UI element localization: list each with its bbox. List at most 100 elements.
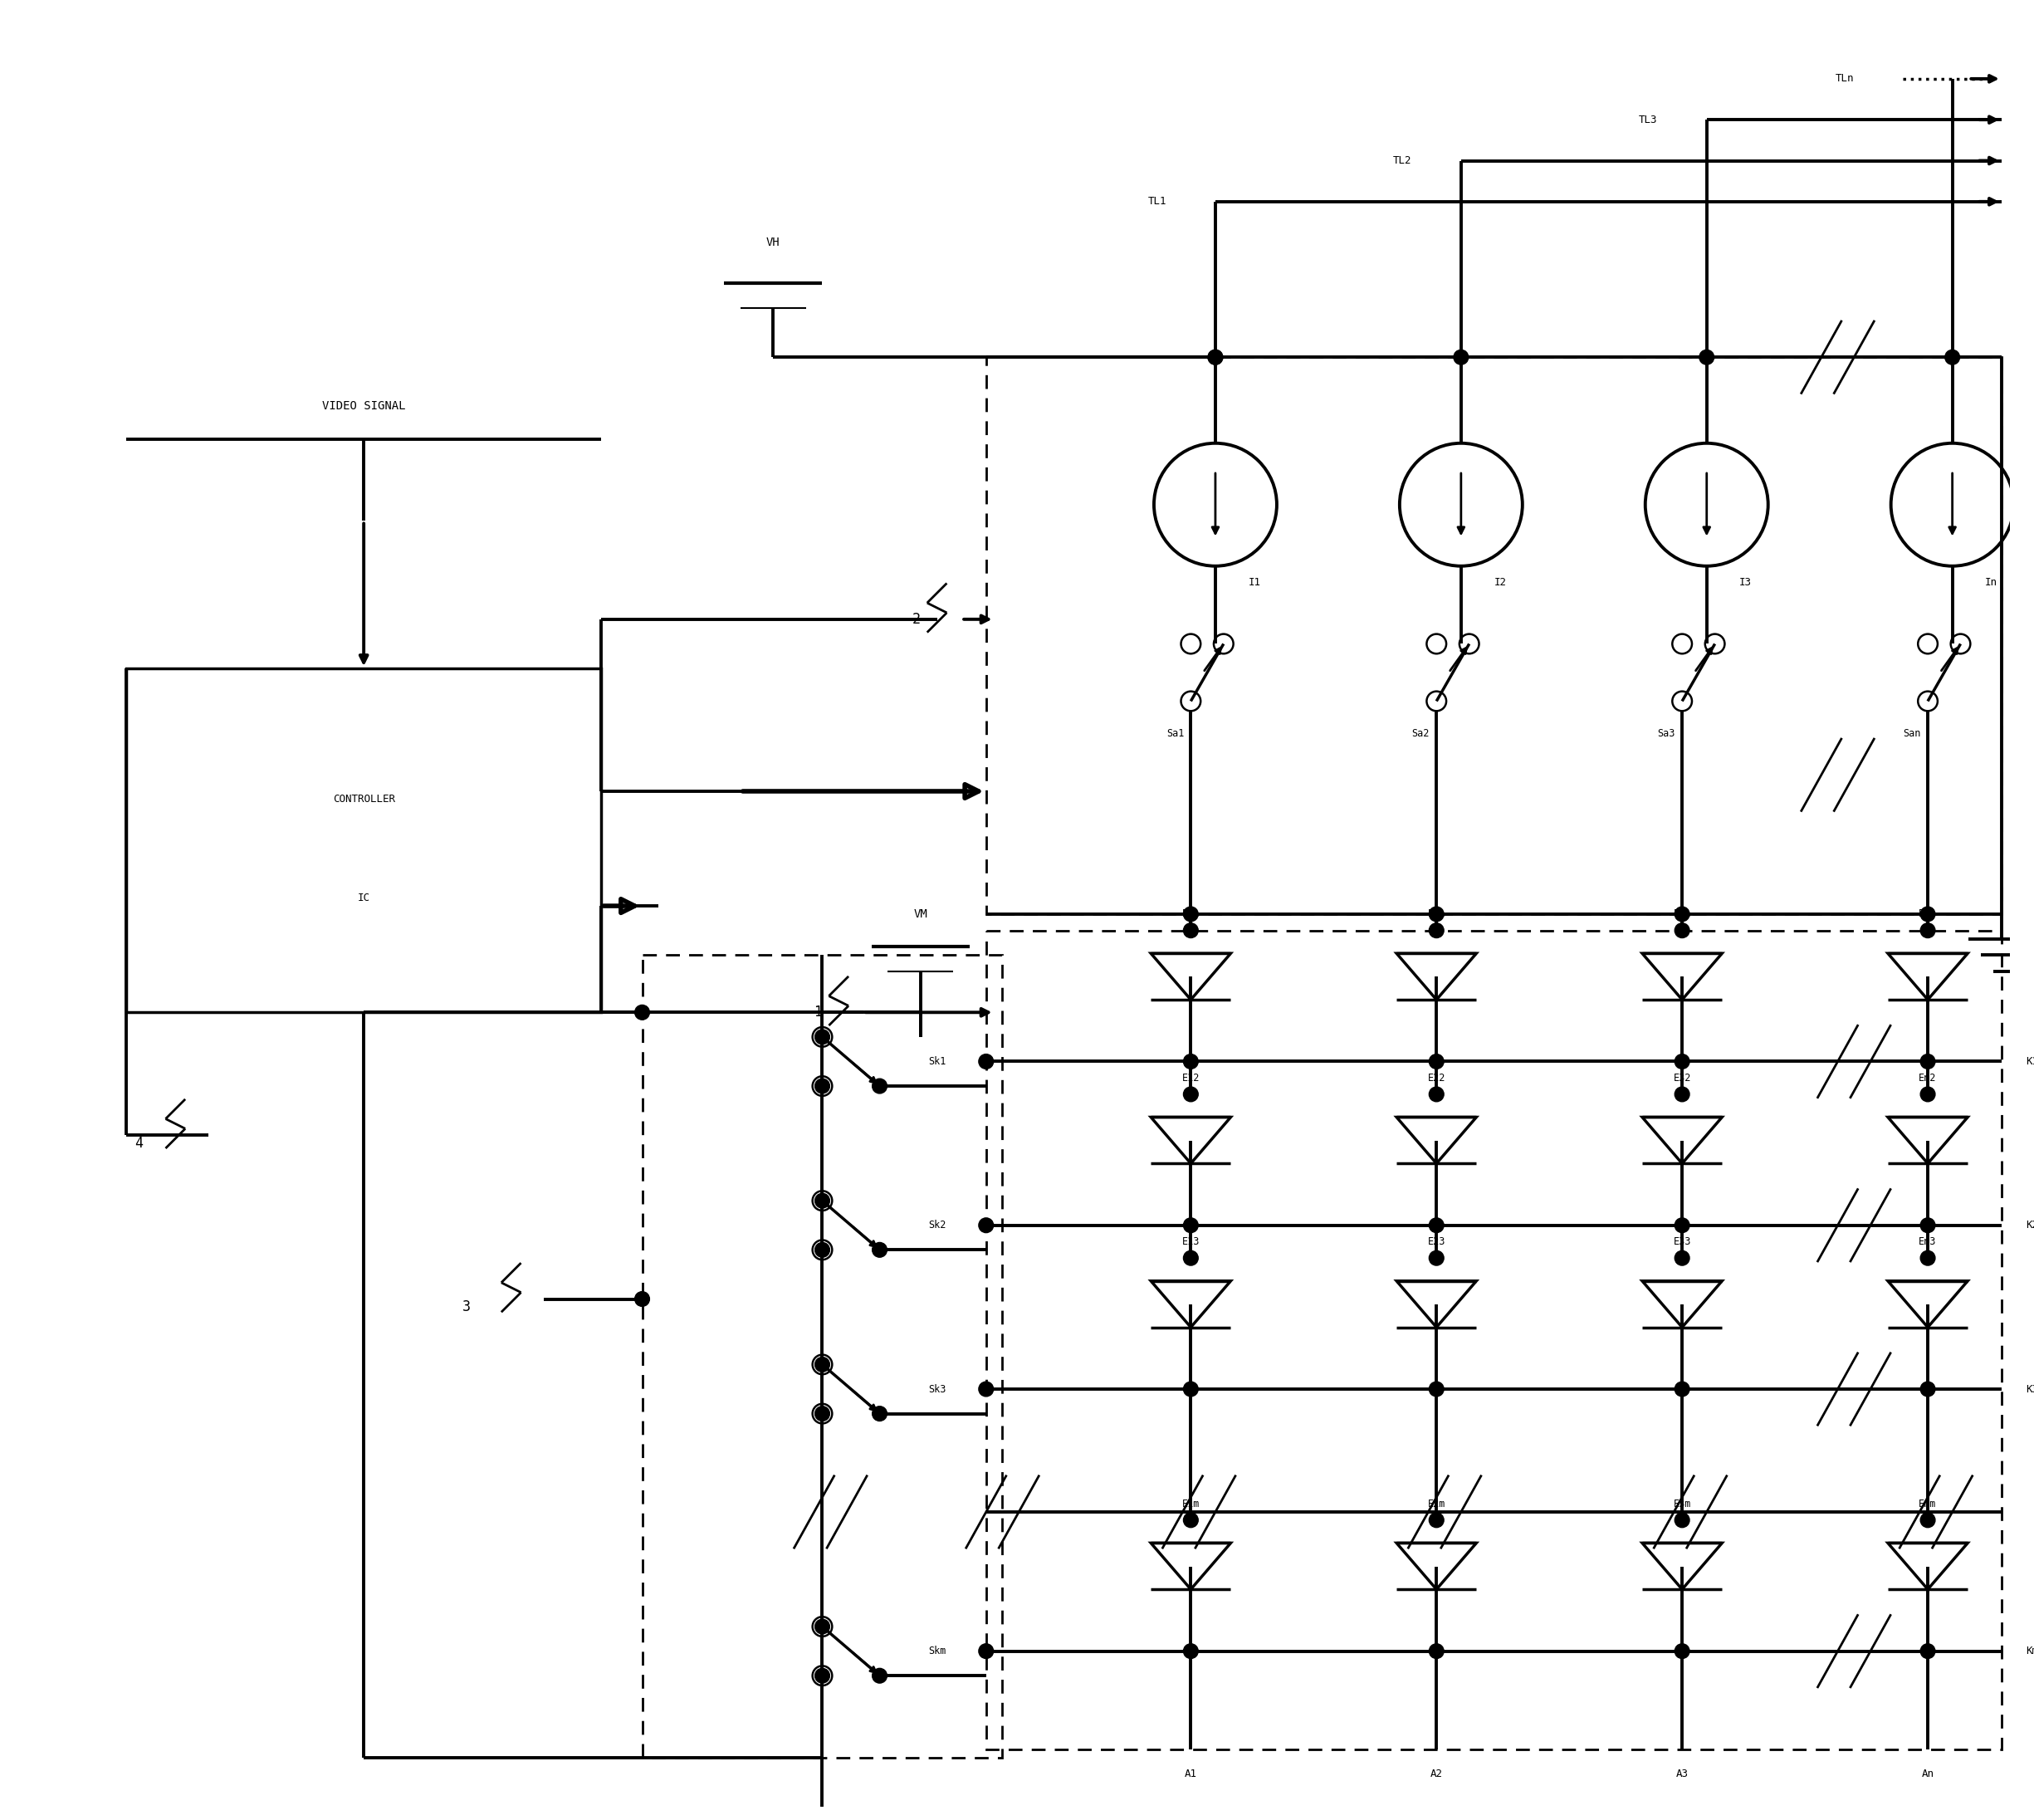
Text: An: An [1922, 1769, 1934, 1780]
Text: Enm: Enm [1918, 1498, 1936, 1509]
Text: Sk1: Sk1 [930, 1056, 946, 1067]
Circle shape [1920, 906, 1934, 921]
Circle shape [1920, 1381, 1934, 1396]
Circle shape [1454, 349, 1469, 364]
Text: IC: IC [358, 892, 370, 903]
Text: Skm: Skm [930, 1645, 946, 1656]
Circle shape [816, 1243, 830, 1258]
Circle shape [1945, 349, 1959, 364]
Circle shape [1920, 1087, 1934, 1101]
Text: 3: 3 [462, 1299, 470, 1314]
Circle shape [816, 1030, 830, 1045]
Circle shape [1184, 1054, 1198, 1068]
Circle shape [816, 1194, 830, 1208]
Text: K2: K2 [2026, 1219, 2034, 1230]
Circle shape [978, 1054, 993, 1068]
Circle shape [1430, 1643, 1444, 1658]
Text: VIDEO SIGNAL: VIDEO SIGNAL [321, 400, 405, 411]
Circle shape [1674, 1381, 1690, 1396]
Text: TL1: TL1 [1147, 197, 1165, 207]
Text: VH: VH [767, 237, 781, 248]
Text: E22: E22 [1428, 1072, 1446, 1083]
Circle shape [1430, 923, 1444, 937]
Text: TL2: TL2 [1393, 155, 1412, 166]
Text: En1: En1 [1918, 908, 1936, 919]
Text: E2m: E2m [1428, 1498, 1446, 1509]
Text: E23: E23 [1428, 1236, 1446, 1247]
Text: E12: E12 [1182, 1072, 1200, 1083]
Circle shape [1674, 923, 1690, 937]
Text: Km: Km [2026, 1645, 2034, 1656]
Circle shape [1920, 923, 1934, 937]
Circle shape [1674, 1512, 1690, 1527]
Text: En3: En3 [1918, 1236, 1936, 1247]
Text: A3: A3 [1676, 1769, 1688, 1780]
Text: A2: A2 [1430, 1769, 1442, 1780]
Text: San: San [1904, 728, 1920, 739]
Circle shape [1430, 1218, 1444, 1232]
Circle shape [873, 1079, 887, 1094]
Circle shape [816, 1669, 830, 1684]
Text: 4: 4 [134, 1136, 142, 1150]
Circle shape [1184, 1218, 1198, 1232]
Circle shape [816, 1358, 830, 1372]
Text: 1: 1 [814, 1005, 822, 1019]
Text: Sa3: Sa3 [1658, 728, 1676, 739]
Circle shape [1920, 1250, 1934, 1265]
Circle shape [873, 1669, 887, 1684]
Text: A1: A1 [1184, 1769, 1198, 1780]
Circle shape [1430, 1054, 1444, 1068]
Text: In: In [1985, 577, 1997, 588]
Text: E33: E33 [1674, 1236, 1690, 1247]
Circle shape [1920, 1643, 1934, 1658]
Circle shape [1920, 1218, 1934, 1232]
Circle shape [978, 1381, 993, 1396]
Circle shape [873, 1407, 887, 1421]
Text: K1: K1 [2026, 1056, 2034, 1067]
Circle shape [1430, 906, 1444, 921]
Text: Sk2: Sk2 [930, 1219, 946, 1230]
Circle shape [1184, 923, 1198, 937]
Circle shape [1674, 1250, 1690, 1265]
Text: E3m: E3m [1674, 1498, 1690, 1509]
Text: En2: En2 [1918, 1072, 1936, 1083]
Text: I3: I3 [1739, 577, 1751, 588]
Circle shape [1920, 1054, 1934, 1068]
Text: I1: I1 [1249, 577, 1261, 588]
Text: E13: E13 [1182, 1236, 1200, 1247]
Text: K3: K3 [2026, 1383, 2034, 1394]
Circle shape [816, 1079, 830, 1094]
Text: I2: I2 [1493, 577, 1507, 588]
Circle shape [635, 1005, 649, 1019]
Circle shape [1430, 1512, 1444, 1527]
Text: TLn: TLn [1835, 73, 1855, 84]
Circle shape [1674, 1643, 1690, 1658]
Text: 2: 2 [913, 612, 921, 626]
Text: Sk3: Sk3 [930, 1383, 946, 1394]
Text: E31: E31 [1674, 908, 1690, 919]
Circle shape [1208, 349, 1222, 364]
Text: Sa1: Sa1 [1165, 728, 1184, 739]
Circle shape [978, 1218, 993, 1232]
Text: CONTROLLER: CONTROLLER [334, 794, 395, 804]
Circle shape [1184, 1512, 1198, 1527]
Circle shape [1184, 906, 1198, 921]
Text: E32: E32 [1674, 1072, 1690, 1083]
Circle shape [873, 1243, 887, 1258]
Circle shape [1430, 1250, 1444, 1265]
Circle shape [1184, 1643, 1198, 1658]
Text: E11: E11 [1182, 908, 1200, 919]
Text: Sa2: Sa2 [1412, 728, 1430, 739]
Text: E21: E21 [1428, 908, 1446, 919]
Circle shape [1674, 1054, 1690, 1068]
Circle shape [1184, 1381, 1198, 1396]
Text: E1m: E1m [1182, 1498, 1200, 1509]
Circle shape [1184, 1250, 1198, 1265]
Circle shape [1674, 906, 1690, 921]
Circle shape [1208, 349, 1222, 364]
Circle shape [978, 1643, 993, 1658]
Circle shape [1184, 1087, 1198, 1101]
Circle shape [1430, 1087, 1444, 1101]
Circle shape [1920, 1512, 1934, 1527]
Circle shape [816, 1620, 830, 1634]
